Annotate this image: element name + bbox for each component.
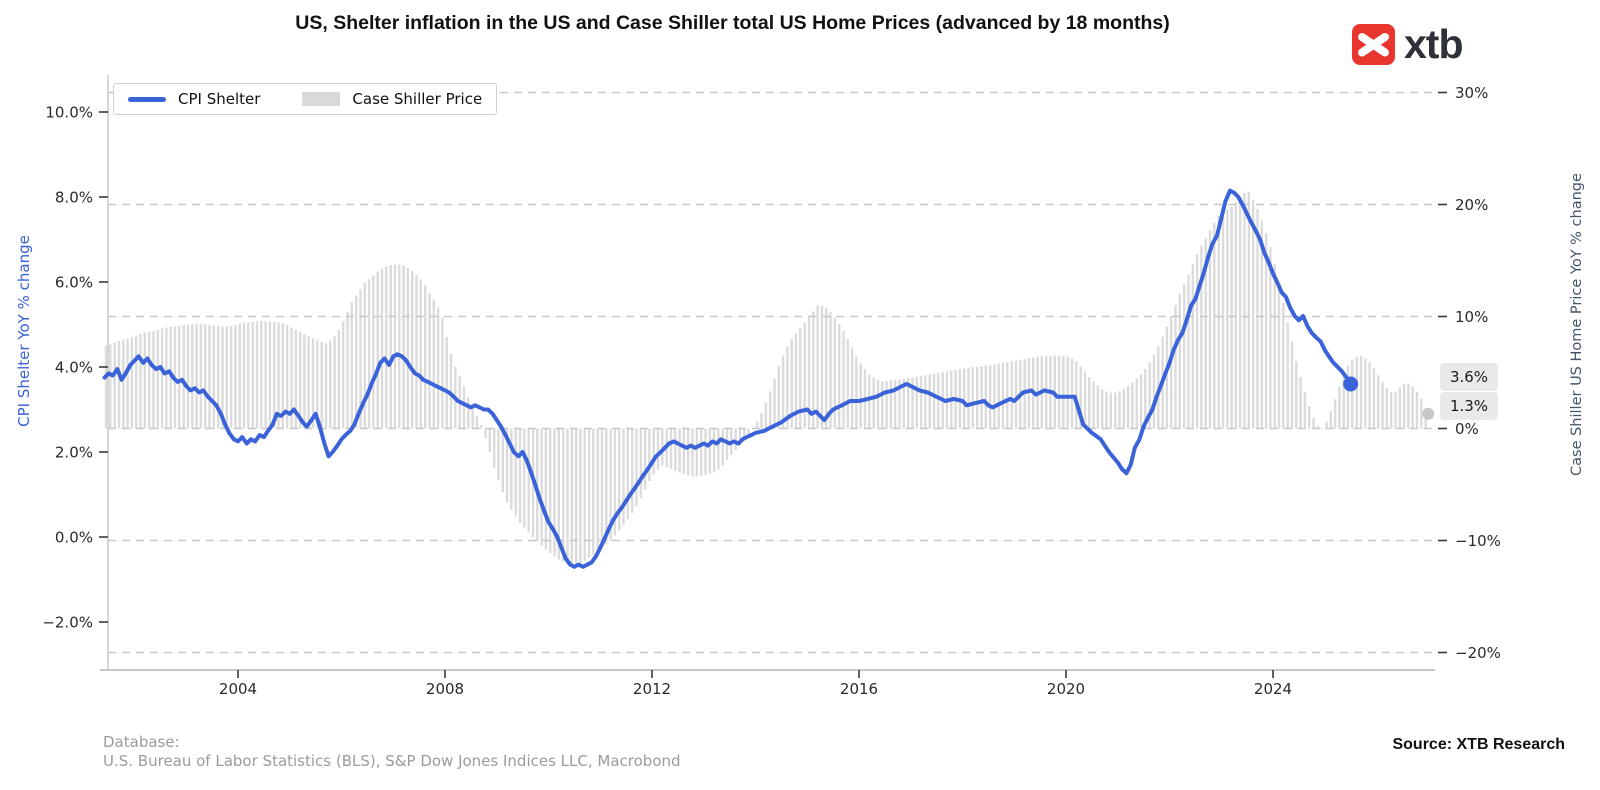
right-axis-tick-label: −20% <box>1455 644 1501 662</box>
source-note: Source: XTB Research <box>1392 736 1565 753</box>
right-axis-tick-label: −10% <box>1455 532 1501 550</box>
right-axis-title: Case Shiller US Home Price YoY % change <box>1569 173 1585 476</box>
legend-label: Case Shiller Price <box>352 90 483 108</box>
right-axis-tick-label: 20% <box>1455 196 1488 214</box>
left-axis-tick-label: 8.0% <box>55 189 93 207</box>
legend-item-case-shiller: Case Shiller Price <box>260 90 482 108</box>
legend-item-cpi-shelter: CPI Shelter <box>128 90 260 108</box>
x-axis-tick-label: 2024 <box>1254 680 1292 698</box>
database-label: Database: <box>103 733 180 751</box>
right-axis-tick-label: 10% <box>1455 308 1488 326</box>
legend: CPI Shelter Case Shiller Price <box>113 83 498 115</box>
database-sources: U.S. Bureau of Labor Statistics (BLS), S… <box>103 752 681 770</box>
left-axis-tick-label: 6.0% <box>55 274 93 292</box>
chart-plot-area: 10.0% 8.0% 6.0% 4.0% 2.0% 0.0% −2.0% 30% 20% 10% 0… <box>42 75 1501 698</box>
right-axis-tick-label: 0% <box>1455 420 1479 438</box>
x-axis-tick-label: 2008 <box>426 680 464 698</box>
cpi-shelter-end-dot <box>1343 376 1359 392</box>
left-axis-tick-label: 2.0% <box>55 444 93 462</box>
case-shiller-bars <box>104 192 1427 566</box>
xtb-logo-red-box <box>1352 24 1395 65</box>
cpi-shelter-line <box>102 188 1353 569</box>
database-note: Database: U.S. Bureau of Labor Statistic… <box>103 733 681 771</box>
left-axis-tick-label: 0.0% <box>55 529 93 547</box>
x-axis-tick-label: 2004 <box>219 680 257 698</box>
xtb-x-icon <box>1358 33 1389 57</box>
left-axis-title: CPI Shelter YoY % change <box>15 235 33 427</box>
x-axis-tick-label: 2012 <box>633 680 671 698</box>
xtb-wordmark: xtb <box>1404 21 1463 67</box>
right-axis-tick-label: 30% <box>1455 84 1488 102</box>
line-swatch-icon <box>128 96 166 102</box>
last-value-badge-cpi: 3.6% <box>1440 363 1498 391</box>
xtb-logo: xtb <box>1352 24 1463 65</box>
x-axis: 2004 2008 2012 2016 2020 2024 <box>219 670 1292 698</box>
chart-title: US, Shelter inflation in the US and Case… <box>295 12 1170 34</box>
left-axis-tick-label: 10.0% <box>45 104 93 122</box>
right-axis: 30% 20% 10% 0% −10% −20% <box>1438 84 1501 662</box>
last-value-badge-case-shiller: 1.3% <box>1440 392 1498 420</box>
left-axis: 10.0% 8.0% 6.0% 4.0% 2.0% 0.0% −2.0% <box>42 104 108 632</box>
x-axis-tick-label: 2016 <box>840 680 878 698</box>
legend-label: CPI Shelter <box>178 90 261 108</box>
left-axis-tick-label: 4.0% <box>55 359 93 377</box>
left-axis-tick-label: −2.0% <box>42 614 93 632</box>
x-axis-tick-label: 2020 <box>1047 680 1085 698</box>
case-shiller-end-dot <box>1422 407 1435 420</box>
bar-swatch-icon <box>302 92 341 106</box>
